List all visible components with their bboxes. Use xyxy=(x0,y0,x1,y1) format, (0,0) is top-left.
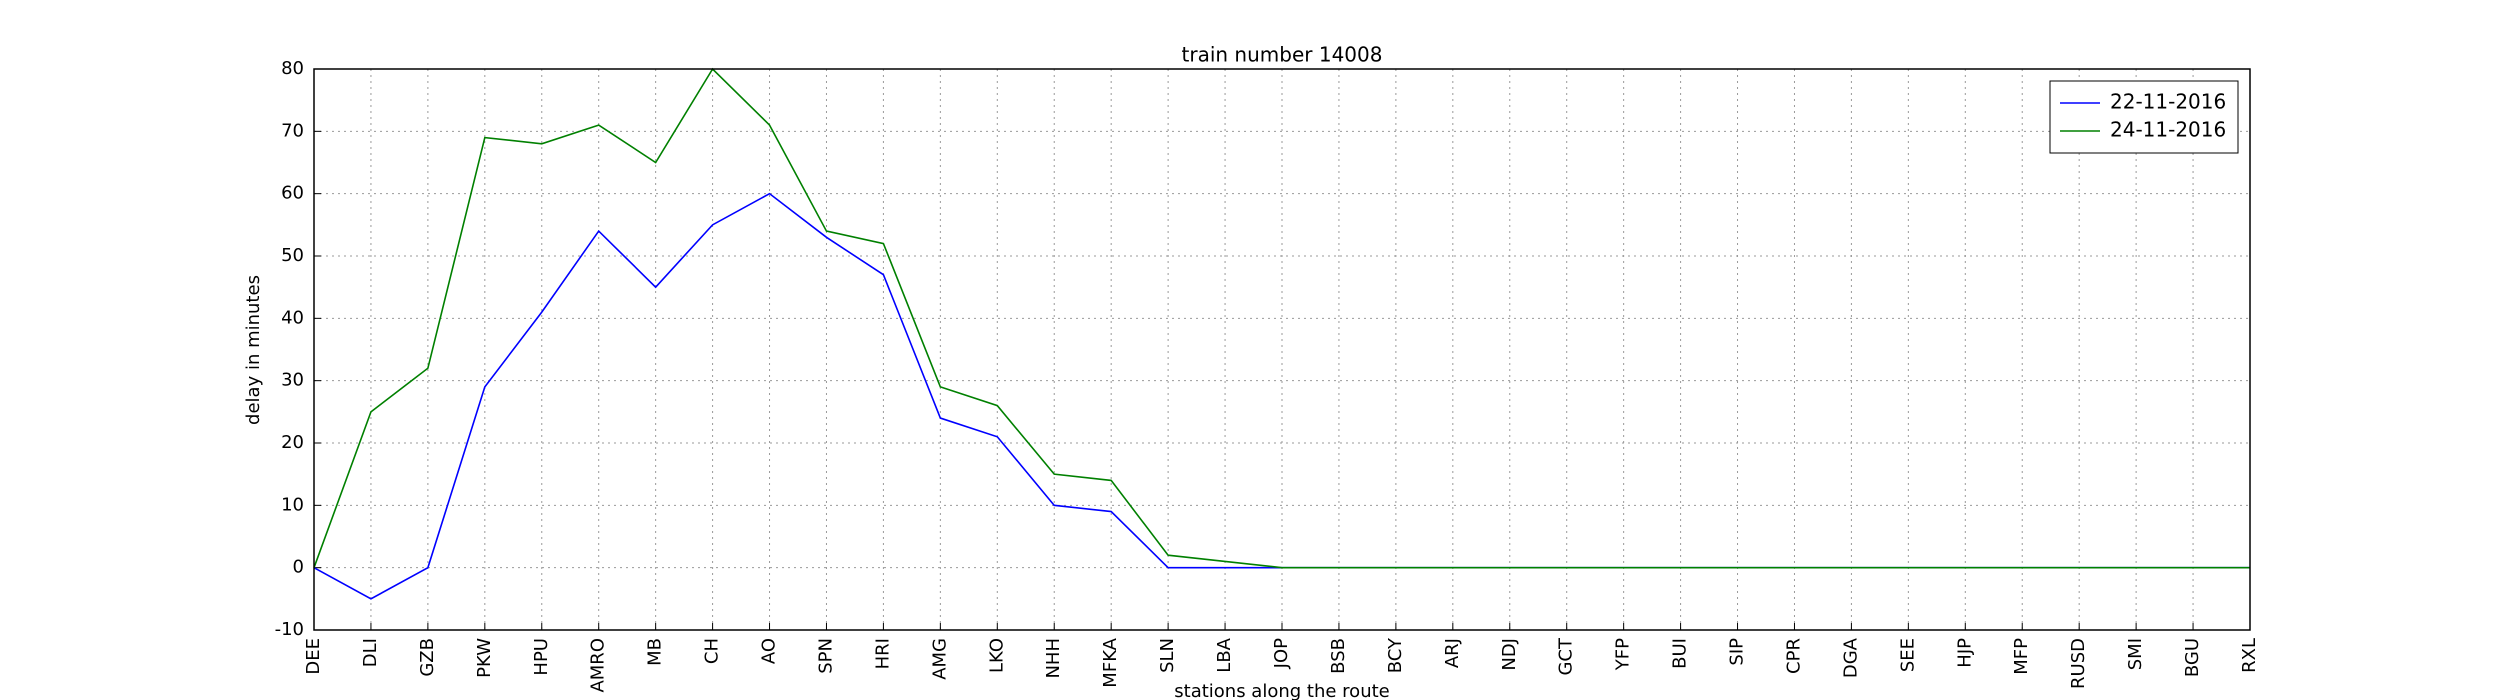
y-tick-label: 0 xyxy=(293,557,304,578)
x-tick-label: JOP xyxy=(1271,638,1292,669)
x-tick-label: MFP xyxy=(2011,638,2032,675)
y-tick-label: 10 xyxy=(281,494,304,515)
x-tick-label: CPR xyxy=(1783,638,1804,674)
y-tick-label: 20 xyxy=(281,432,304,453)
x-tick-label: BGU xyxy=(2182,638,2203,677)
legend: 22-11-2016 24-11-2016 xyxy=(2049,80,2239,154)
x-tick-label: SPN xyxy=(815,638,836,674)
x-tick-label: LKO xyxy=(986,638,1007,673)
x-tick-label: RXL xyxy=(2239,638,2260,673)
x-tick-label: SIP xyxy=(1727,638,1748,666)
x-tick-label: SEE xyxy=(1897,638,1918,672)
y-tick-label: 30 xyxy=(281,370,304,391)
x-axis-label: stations along the route xyxy=(1174,681,1389,700)
chart-title: train number 14008 xyxy=(1182,43,1383,67)
x-tick-label: MB xyxy=(645,638,666,666)
x-tick-label: NHH xyxy=(1043,638,1064,679)
x-tick-label: HRI xyxy=(872,638,893,669)
y-axis-label: delay in minutes xyxy=(243,275,264,425)
x-tick-label: AO xyxy=(759,638,780,664)
y-tick-label: -10 xyxy=(275,619,304,640)
x-tick-label: BSB xyxy=(1328,638,1349,674)
y-tick-label: 60 xyxy=(281,183,304,204)
legend-label: 22-11-2016 xyxy=(2110,90,2226,114)
x-tick-label: ARJ xyxy=(1442,638,1463,668)
x-tick-label: BCY xyxy=(1385,637,1406,673)
x-tick-label: BUI xyxy=(1670,638,1691,669)
plot-frame xyxy=(313,68,2251,631)
x-tick-label: LBA xyxy=(1214,637,1235,672)
x-tick-label: AMRO xyxy=(588,638,609,693)
legend-box xyxy=(2049,80,2239,154)
x-tick-label: HPU xyxy=(531,638,552,676)
series-line xyxy=(313,67,2250,569)
x-tick-label: RUSD xyxy=(2068,638,2089,689)
x-tick-label: CH xyxy=(702,638,723,664)
y-tick-label: 70 xyxy=(281,120,304,141)
x-tick-label: PKW xyxy=(474,638,495,678)
x-tick-label: AMG xyxy=(929,638,950,680)
y-tick-label: 40 xyxy=(281,307,304,328)
x-tick-label: MFKA xyxy=(1100,637,1121,687)
x-tick-label: NDJ xyxy=(1499,638,1520,671)
y-tick-label: 50 xyxy=(281,245,304,266)
x-tick-label: SLN xyxy=(1157,638,1178,673)
x-tick-label: GZB xyxy=(417,638,438,677)
x-tick-label: DEE xyxy=(303,638,324,675)
x-tick-label: HJP xyxy=(1954,638,1975,668)
x-tick-label: SMI xyxy=(2125,638,2146,670)
x-tick-label: YFP xyxy=(1613,638,1634,671)
legend-label: 24-11-2016 xyxy=(2110,118,2226,142)
x-tick-label: DLI xyxy=(360,638,381,667)
x-tick-label: DGA xyxy=(1840,637,1861,678)
y-tick-label: 80 xyxy=(281,58,304,79)
x-tick-label: GCT xyxy=(1556,637,1577,676)
